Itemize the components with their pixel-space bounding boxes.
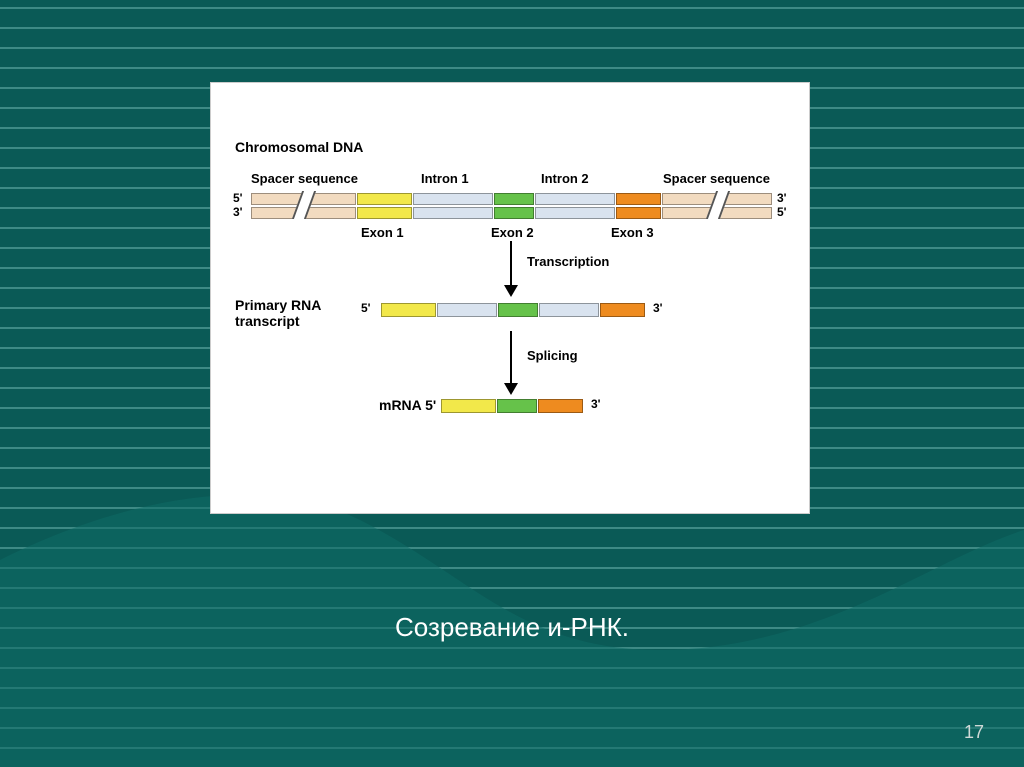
dna-bot-intron1: [413, 207, 493, 219]
slide-caption: Созревание и-РНК.: [0, 612, 1024, 643]
dna-bot-exon2: [494, 207, 534, 219]
dna-top-exon1: [357, 193, 412, 205]
mrna-3prime: 3': [591, 397, 601, 411]
primary-intron1: [437, 303, 497, 317]
dna-bot-intron2: [535, 207, 615, 219]
dna-title: Chromosomal DNA: [235, 139, 363, 155]
dna-top-exon3: [616, 193, 661, 205]
primary-3prime: 3': [653, 301, 663, 315]
slide: Chromosomal DNA Spacer sequence Intron 1 In…: [0, 0, 1024, 767]
label-exon3: Exon 3: [611, 225, 654, 240]
label-spacer-right: Spacer sequence: [663, 171, 770, 186]
diagram-panel: Chromosomal DNA Spacer sequence Intron 1 In…: [210, 82, 810, 514]
dna-5prime-tl: 5': [233, 191, 243, 205]
dna-top-intron2: [535, 193, 615, 205]
primary-exon2: [498, 303, 538, 317]
dna-bot-exon3: [616, 207, 661, 219]
primary-5prime: 5': [361, 301, 371, 315]
label-exon2: Exon 2: [491, 225, 534, 240]
dna-3prime-tr: 3': [777, 191, 787, 205]
dna-3prime-bl: 3': [233, 205, 243, 219]
mrna-exon2: [497, 399, 537, 413]
primary-exon3: [600, 303, 645, 317]
label-intron1: Intron 1: [421, 171, 469, 186]
rna-splicing-diagram: Chromosomal DNA Spacer sequence Intron 1 In…: [211, 83, 809, 513]
dna-bot-exon1: [357, 207, 412, 219]
mrna-title: mRNA 5': [379, 397, 436, 413]
primary-title-2: transcript: [235, 313, 300, 329]
arrow-splicing: [501, 331, 521, 395]
label-exon1: Exon 1: [361, 225, 404, 240]
mrna-exon1: [441, 399, 496, 413]
label-intron2: Intron 2: [541, 171, 589, 186]
arrow-transcription-label: Transcription: [527, 254, 609, 269]
primary-intron2: [539, 303, 599, 317]
primary-title-1: Primary RNA: [235, 297, 321, 313]
label-spacer-left: Spacer sequence: [251, 171, 358, 186]
dna-5prime-br: 5': [777, 205, 787, 219]
page-number: 17: [964, 722, 984, 743]
mrna-exon3: [538, 399, 583, 413]
arrow-splicing-label: Splicing: [527, 348, 578, 363]
primary-exon1: [381, 303, 436, 317]
arrow-transcription: [501, 241, 521, 297]
dna-top-intron1: [413, 193, 493, 205]
dna-top-exon2: [494, 193, 534, 205]
